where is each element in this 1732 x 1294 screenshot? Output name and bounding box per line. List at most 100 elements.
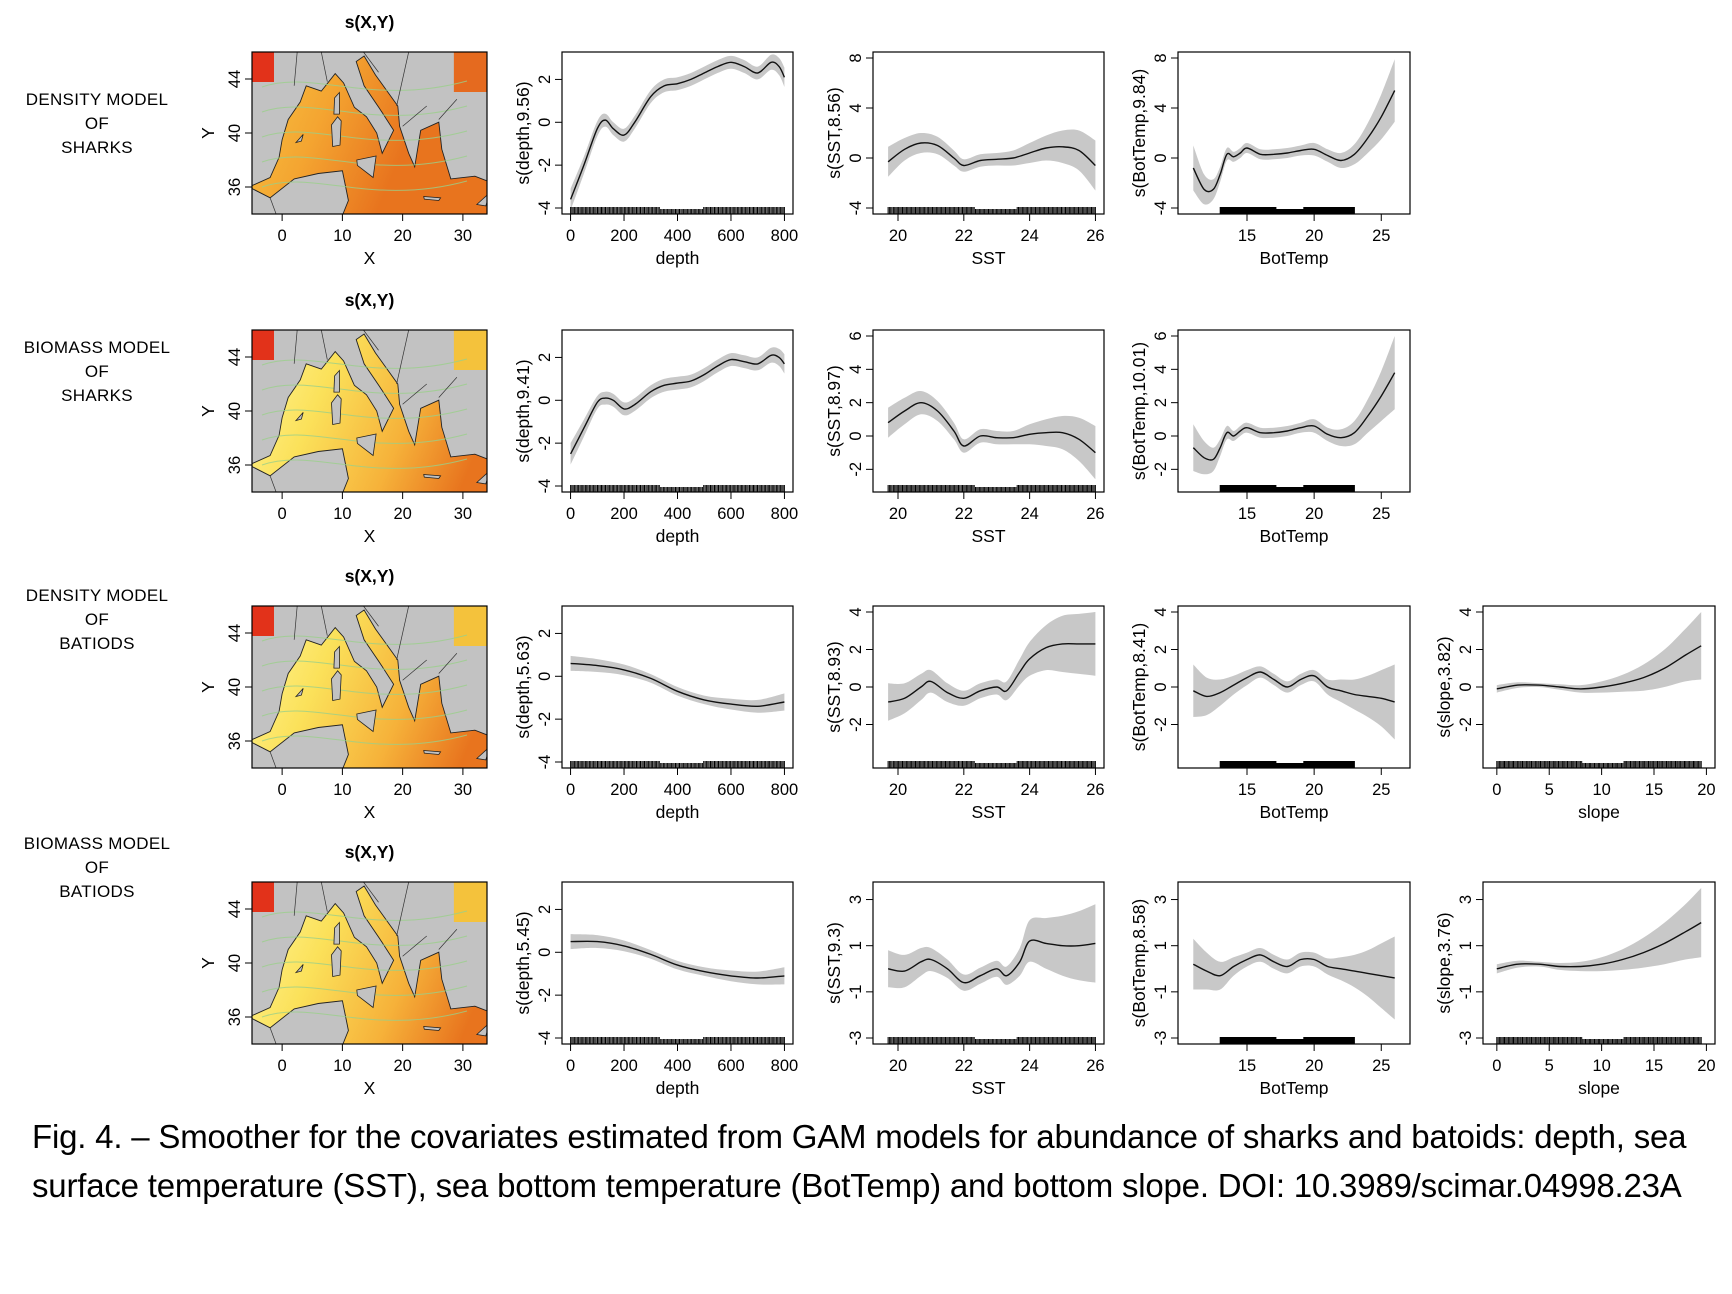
rug-marks [887, 485, 1096, 492]
y-axis-label: s(slope,3.76) [1434, 912, 1454, 1013]
y-tick-label: 0 [1152, 431, 1170, 440]
x-axis-label: depth [656, 248, 700, 268]
x-tick-label: 10 [333, 1057, 351, 1075]
y-axis-label: s(depth,9.56) [513, 81, 533, 184]
x-tick-label: 800 [771, 227, 799, 245]
figure-caption: Fig. 4. – Smoother for the covariates es… [32, 1118, 1687, 1204]
row-label-density-sharks: DENSITY MODEL OF SHARKS [12, 88, 182, 160]
y-tick-label: -1 [1457, 985, 1475, 1000]
y-tick-label: 2 [536, 629, 554, 638]
country-border [396, 52, 410, 107]
contour-line [261, 684, 468, 695]
island [294, 964, 304, 974]
x-tick-label: 20 [889, 1057, 907, 1075]
x-tick-label: 0 [566, 505, 575, 523]
x-axis-label: depth [656, 1078, 700, 1098]
country-border [363, 882, 379, 903]
x-axis-label: depth [656, 802, 700, 822]
contour-line [261, 935, 468, 946]
x-tick-label: 400 [664, 227, 692, 245]
y-axis-label: s(SST,8.97) [824, 365, 844, 456]
y-tick-label: -2 [1152, 462, 1170, 477]
plot-layer [887, 612, 1096, 768]
country-border [293, 330, 298, 364]
confidence-band [1496, 888, 1702, 974]
y-tick-label: 2 [536, 75, 554, 84]
y-tick-label: 8 [1152, 53, 1170, 62]
y-tick-label: 0 [1457, 682, 1475, 691]
y-tick-label: 2 [847, 398, 865, 407]
confidence-band [570, 54, 785, 211]
y-tick-label: -1 [847, 985, 865, 1000]
confidence-band [570, 934, 785, 985]
y-tick-label: 3 [847, 895, 865, 904]
confidence-band [1193, 664, 1395, 740]
country-border [336, 213, 337, 214]
x-tick-label: 20 [393, 781, 411, 799]
y-tick-label: 44 [226, 348, 244, 366]
row-label-biomass-batoids: BIOMASS MODEL OF BATIODS [12, 832, 182, 904]
confidence-band [1193, 336, 1395, 475]
x-tick-label: 25 [1372, 227, 1390, 245]
y-tick-label: -2 [536, 436, 554, 451]
y-tick-label: 0 [536, 672, 554, 681]
x-tick-label: 10 [1592, 781, 1610, 799]
island [331, 116, 342, 147]
sea-surface [252, 333, 487, 492]
y-tick-label: 40 [226, 124, 244, 142]
map-title: s(X,Y) [345, 12, 395, 32]
x-tick-label: 20 [1305, 505, 1323, 523]
x-tick-label: 0 [278, 781, 287, 799]
x-axis-label: X [364, 526, 376, 546]
y-tick-label: 40 [226, 954, 244, 972]
y-tick-label: 44 [226, 624, 244, 642]
y-tick-label: -4 [536, 479, 554, 494]
x-tick-label: 22 [955, 781, 973, 799]
country-border [293, 882, 298, 916]
confidence-band [888, 904, 1096, 991]
y-tick-label: 0 [536, 948, 554, 957]
y-tick-label: -1 [1152, 985, 1170, 1000]
plot-layer [887, 904, 1096, 1044]
country-border [320, 330, 328, 360]
map-title: s(X,Y) [345, 566, 395, 586]
y-tick-label: 0 [847, 153, 865, 162]
plot-layer [1193, 664, 1395, 768]
y-tick-label: 2 [847, 645, 865, 654]
x-tick-label: 10 [333, 505, 351, 523]
x-tick-label: 20 [393, 1057, 411, 1075]
contour-line [261, 130, 468, 141]
x-axis-label: BotTemp [1259, 1078, 1328, 1098]
x-tick-label: 22 [955, 505, 973, 523]
atlantic-corner [252, 606, 274, 636]
y-axis-label: s(depth,5.45) [513, 911, 533, 1014]
smooth-curve [570, 662, 785, 708]
y-tick-label: 40 [226, 402, 244, 420]
country-border [269, 197, 277, 214]
y-tick-label: -2 [536, 158, 554, 173]
country-border [320, 882, 328, 912]
x-tick-label: 24 [1020, 1057, 1038, 1075]
plot-layer [887, 129, 1096, 214]
plot-layer [569, 54, 786, 214]
island [331, 394, 342, 425]
map-layer [252, 330, 487, 492]
x-tick-label: 30 [454, 1057, 472, 1075]
plot-layer [1496, 612, 1702, 768]
confidence-band [570, 655, 785, 713]
y-tick-label: 4 [1457, 607, 1475, 616]
x-tick-label: 25 [1372, 1057, 1390, 1075]
confidence-band [888, 390, 1096, 480]
x-tick-label: 400 [664, 781, 692, 799]
x-tick-label: 400 [664, 1057, 692, 1075]
contour-line [261, 80, 468, 91]
plot-layer [1192, 336, 1396, 492]
country-border [269, 475, 277, 492]
x-tick-label: 20 [889, 227, 907, 245]
rug-marks [1219, 485, 1355, 492]
x-tick-label: 10 [333, 227, 351, 245]
country-border [363, 330, 379, 351]
y-tick-label: -2 [536, 988, 554, 1003]
x-tick-label: 30 [454, 505, 472, 523]
